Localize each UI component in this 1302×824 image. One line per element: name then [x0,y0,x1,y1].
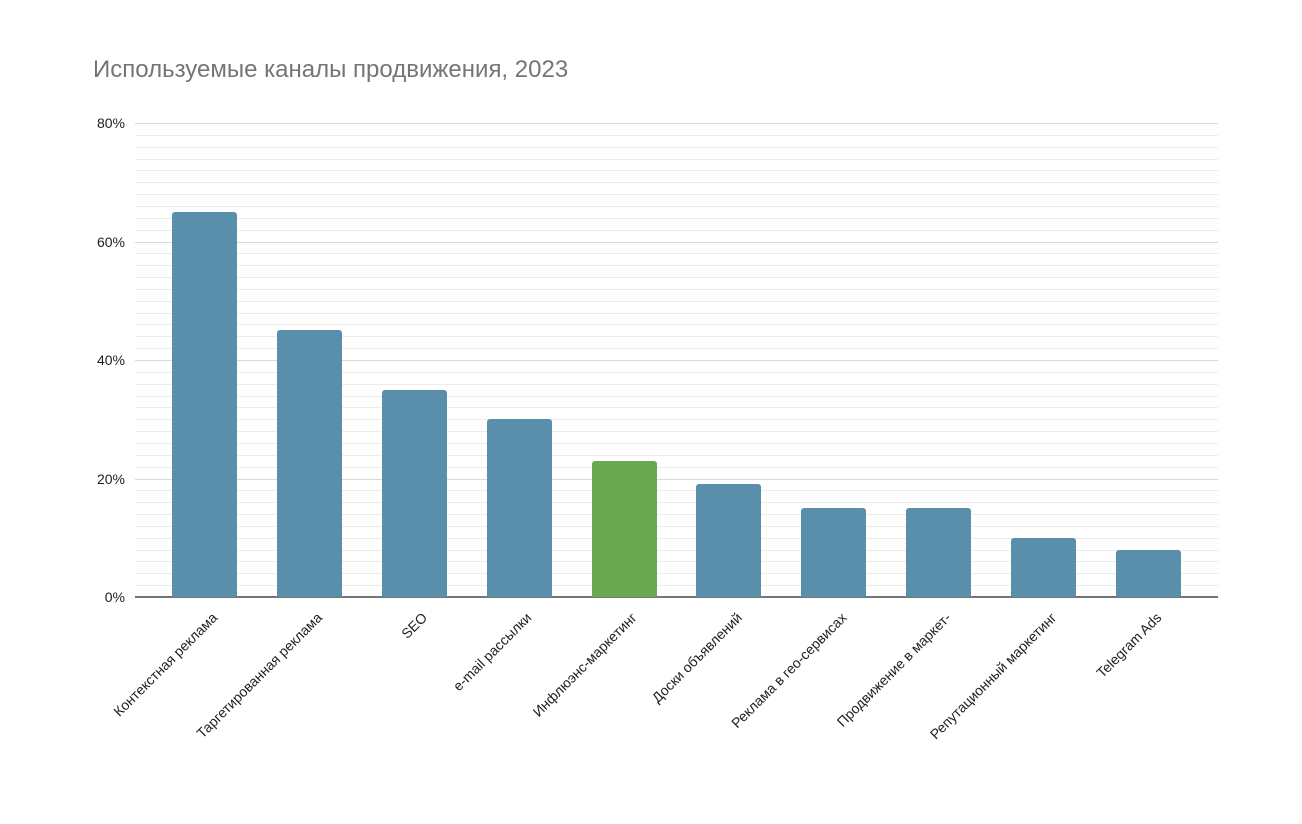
major-gridline [135,241,1218,243]
minor-gridline [135,466,1218,468]
plot-area [135,123,1218,598]
minor-gridline [135,217,1218,219]
minor-gridline [135,348,1218,350]
minor-gridline [135,585,1218,587]
minor-gridline [135,146,1218,148]
minor-gridline [135,205,1218,207]
minor-gridline [135,395,1218,397]
x-category-label: e-mail рассылки [450,609,535,695]
minor-gridline [135,288,1218,290]
x-category-label: Telegram Ads [1092,609,1165,681]
minor-gridline [135,170,1218,172]
bar-3[interactable] [381,389,447,597]
major-gridline [135,360,1218,361]
minor-gridline [135,158,1218,160]
major-gridline [135,123,1218,124]
minor-gridline [135,229,1218,231]
minor-gridline [135,194,1218,196]
minor-gridline [135,407,1218,409]
bar-8[interactable] [906,508,972,597]
bar-9[interactable] [1011,537,1077,597]
bar-5[interactable] [591,460,657,597]
bar-7[interactable] [801,508,867,597]
minor-gridline [135,134,1218,136]
x-category-label: Продвижение в маркет- [833,609,955,730]
minor-gridline [135,312,1218,314]
minor-gridline [135,336,1218,338]
minor-gridline [135,490,1218,492]
bar-2[interactable] [276,330,342,597]
bar-1[interactable] [171,211,237,597]
major-gridline [135,478,1218,480]
y-tick-label: 20% [96,470,125,487]
x-category-label: Реклама в гео-сервисах [727,609,850,731]
minor-gridline [135,324,1218,326]
y-tick-label: 60% [96,233,125,250]
minor-gridline [135,383,1218,385]
minor-gridline [135,419,1218,421]
x-category-label: Инфлюэнс-маркетинг [529,609,640,720]
y-tick-label: 0% [104,589,125,605]
minor-gridline [135,561,1218,563]
x-category-label: Контекстная реклама [110,609,221,720]
minor-gridline [135,431,1218,433]
minor-gridline [135,454,1218,456]
minor-gridline [135,371,1218,373]
y-tick-label: 40% [96,352,125,368]
bar-10[interactable] [1116,549,1182,597]
minor-gridline [135,549,1218,551]
x-axis-line [135,596,1218,598]
minor-gridline [135,182,1218,184]
chart-title: Используемые каналы продвижения, 2023 [93,56,569,83]
minor-gridline [135,265,1218,267]
minor-gridline [135,502,1218,504]
x-category-label: Доски объявлений [648,609,745,706]
minor-gridline [135,300,1218,302]
minor-gridline [135,514,1218,516]
bar-4[interactable] [486,419,552,597]
y-tick-label: 80% [96,115,125,131]
bar-6[interactable] [696,484,762,597]
minor-gridline [135,537,1218,539]
minor-gridline [135,525,1218,527]
minor-gridline [135,442,1218,444]
minor-gridline [135,253,1218,255]
minor-gridline [135,277,1218,279]
minor-gridline [135,573,1218,575]
x-category-label: SEO [397,609,430,642]
